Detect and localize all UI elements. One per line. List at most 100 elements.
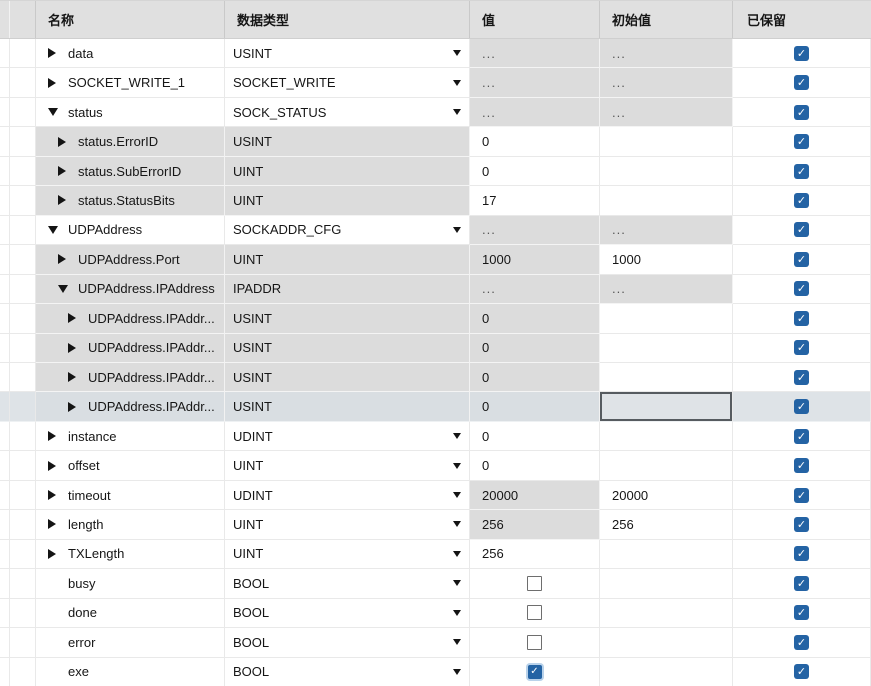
table-row[interactable]: status SOCK_STATUS ... ... ✓ — [0, 97, 871, 128]
initial-value-cell[interactable]: 20000 — [600, 480, 733, 511]
header-data-type[interactable]: 数据类型 — [225, 1, 470, 38]
table-row[interactable]: exe BOOL ✓ ✓ — [0, 657, 871, 686]
table-row[interactable]: length UINT 256 256 ✓ — [0, 510, 871, 540]
table-row[interactable]: status.SubErrorID UINT 0 ✓ — [0, 156, 871, 187]
value-cell[interactable]: 0 — [470, 304, 600, 334]
collapse-triangle-icon[interactable] — [48, 108, 58, 117]
retain-cell[interactable]: ✓ — [733, 68, 871, 98]
retain-checkbox[interactable]: ✓ — [794, 310, 809, 326]
initial-value-cell[interactable] — [600, 127, 733, 157]
expand-triangle-icon[interactable] — [58, 166, 66, 177]
retain-checkbox[interactable]: ✓ — [794, 75, 809, 91]
name-cell[interactable]: busy — [36, 569, 225, 599]
name-cell[interactable]: UDPAddress.IPAddr... — [36, 304, 225, 334]
name-cell[interactable]: exe — [36, 657, 225, 686]
expand-triangle-icon[interactable] — [58, 254, 66, 265]
retain-cell[interactable]: ✓ — [733, 363, 871, 393]
retain-checkbox[interactable]: ✓ — [794, 192, 809, 208]
initial-value-cell[interactable]: ... — [600, 68, 733, 98]
initial-value-cell[interactable] — [600, 539, 733, 570]
table-row[interactable]: UDPAddress.IPAddr... USINT 0 ✓ — [0, 392, 871, 422]
retain-cell[interactable]: ✓ — [733, 598, 871, 629]
expand-arrow-icon[interactable] — [48, 548, 68, 559]
retain-cell[interactable]: ✓ — [733, 215, 871, 246]
type-cell[interactable]: UINT — [225, 451, 470, 481]
expand-triangle-icon[interactable] — [48, 519, 56, 530]
retain-checkbox[interactable]: ✓ — [794, 251, 809, 267]
type-cell[interactable]: BOOL — [225, 628, 470, 658]
expand-triangle-icon[interactable] — [58, 136, 66, 147]
type-dropdown-arrow-icon[interactable] — [453, 609, 461, 616]
type-cell[interactable]: UINT — [225, 539, 470, 570]
table-row[interactable]: status.ErrorID USINT 0 ✓ — [0, 127, 871, 157]
value-cell[interactable]: ... — [470, 97, 600, 128]
expand-arrow-icon[interactable] — [48, 490, 68, 501]
type-cell[interactable]: USINT — [225, 304, 470, 334]
type-cell[interactable]: IPADDR — [225, 274, 470, 305]
name-cell[interactable]: timeout — [36, 480, 225, 511]
initial-value-cell[interactable] — [600, 569, 733, 599]
expand-arrow-icon[interactable] — [58, 166, 78, 177]
type-cell[interactable]: UINT — [225, 245, 470, 275]
value-checkbox-unchecked[interactable] — [527, 634, 542, 650]
value-cell[interactable]: 0 — [470, 363, 600, 393]
value-cell[interactable]: ... — [470, 68, 600, 98]
retain-checkbox[interactable]: ✓ — [794, 487, 809, 503]
collapse-triangle-icon[interactable] — [58, 284, 68, 293]
retain-checkbox[interactable]: ✓ — [794, 634, 809, 650]
initial-value-cell[interactable] — [600, 628, 733, 658]
initial-value-cell[interactable] — [600, 156, 733, 187]
expand-triangle-icon[interactable] — [48, 460, 56, 471]
value-cell[interactable]: 0 — [470, 127, 600, 157]
expand-triangle-icon[interactable] — [58, 195, 66, 206]
retain-checkbox[interactable]: ✓ — [794, 163, 809, 179]
value-cell[interactable]: 0 — [470, 421, 600, 452]
type-cell[interactable]: SOCKET_WRITE — [225, 68, 470, 98]
expand-arrow-icon[interactable] — [48, 431, 68, 442]
expand-arrow-icon[interactable] — [58, 195, 78, 206]
name-cell[interactable]: status.ErrorID — [36, 127, 225, 157]
name-cell[interactable]: UDPAddress — [36, 215, 225, 246]
retain-cell[interactable]: ✓ — [733, 539, 871, 570]
header-value[interactable]: 值 — [470, 1, 600, 38]
value-cell[interactable]: 17 — [470, 186, 600, 216]
name-cell[interactable]: UDPAddress.IPAddr... — [36, 363, 225, 393]
table-row[interactable]: SOCKET_WRITE_1 SOCKET_WRITE ... ... ✓ — [0, 68, 871, 98]
retain-cell[interactable]: ✓ — [733, 510, 871, 540]
collapse-triangle-icon[interactable] — [48, 225, 58, 234]
retain-checkbox[interactable]: ✓ — [794, 428, 809, 444]
expand-triangle-icon[interactable] — [68, 372, 76, 383]
table-row[interactable]: done BOOL ✓ — [0, 598, 871, 629]
type-dropdown-arrow-icon[interactable] — [453, 433, 461, 440]
retain-checkbox[interactable]: ✓ — [794, 399, 809, 415]
expand-arrow-icon[interactable] — [68, 342, 88, 353]
value-cell[interactable]: 0 — [470, 451, 600, 481]
name-cell[interactable]: done — [36, 598, 225, 629]
type-cell[interactable]: UDINT — [225, 480, 470, 511]
retain-checkbox[interactable]: ✓ — [794, 516, 809, 532]
initial-value-cell[interactable]: ... — [600, 97, 733, 128]
value-cell[interactable]: 0 — [470, 333, 600, 363]
retain-cell[interactable]: ✓ — [733, 657, 871, 686]
retain-cell[interactable]: ✓ — [733, 245, 871, 275]
initial-value-cell[interactable]: ... — [600, 39, 733, 69]
initial-value-cell[interactable] — [600, 421, 733, 452]
initial-value-cell[interactable]: ... — [600, 215, 733, 246]
retain-cell[interactable]: ✓ — [733, 480, 871, 511]
expand-arrow-icon[interactable] — [58, 136, 78, 147]
initial-value-cell[interactable] — [600, 657, 733, 686]
initial-value-cell[interactable] — [600, 304, 733, 334]
expand-arrow-icon[interactable] — [58, 284, 78, 293]
type-cell[interactable]: BOOL — [225, 569, 470, 599]
type-dropdown-arrow-icon[interactable] — [453, 50, 461, 57]
table-row[interactable]: UDPAddress.IPAddr... USINT 0 ✓ — [0, 363, 871, 393]
retain-checkbox[interactable]: ✓ — [794, 281, 809, 297]
expand-arrow-icon[interactable] — [58, 254, 78, 265]
retain-cell[interactable]: ✓ — [733, 451, 871, 481]
value-cell[interactable] — [470, 628, 600, 658]
type-cell[interactable]: SOCKADDR_CFG — [225, 215, 470, 246]
table-row[interactable]: timeout UDINT 20000 20000 ✓ — [0, 480, 871, 511]
type-dropdown-arrow-icon[interactable] — [453, 79, 461, 86]
retain-checkbox[interactable]: ✓ — [794, 222, 809, 238]
expand-triangle-icon[interactable] — [48, 490, 56, 501]
